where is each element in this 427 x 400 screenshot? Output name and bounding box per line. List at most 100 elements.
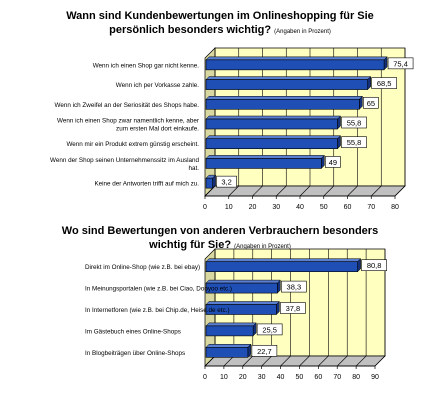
chart1-tick-label: 40 — [296, 204, 304, 211]
chart1-bar — [205, 177, 213, 189]
chart1-category-label: Wenn ich Zweifel an der Seriosität des S… — [55, 102, 200, 109]
chart2-value-label: 37,8 — [286, 304, 301, 313]
chart2-bar-top — [205, 322, 257, 327]
chart1-title: Wann sind Kundenbewertungen im Onlinesho… — [60, 9, 380, 39]
chart2-gridline-floor — [299, 355, 310, 367]
chart1-category-label: Wenn ich einen Shop zwar namentlich kenn… — [57, 118, 199, 125]
chart1-value-label: 55,8 — [347, 138, 362, 147]
chart2-tick-label: 80 — [352, 374, 360, 381]
chart1-category-label: zum ersten Mal dort einkaufe. — [116, 126, 199, 133]
chart2-bar-top — [205, 258, 362, 262]
chart1-value-label-box — [371, 77, 397, 89]
chart1-tick-label: 80 — [391, 204, 399, 211]
chart2-value-label-box — [361, 259, 387, 272]
chart1-category-label: Wenn ich per Vorkasse zahle. — [116, 82, 199, 89]
chart2-bar — [205, 304, 277, 315]
chart1-value-label: 68,5 — [377, 79, 392, 88]
chart2-title-note: (Angaben in Prozent) — [234, 244, 291, 250]
chart2-gridline-floor — [337, 355, 348, 367]
chart2-gridline-floor — [374, 355, 386, 367]
chart2-bar — [205, 325, 254, 337]
chart2-tick-label: 60 — [314, 374, 322, 381]
chart1-value-label-box — [363, 96, 379, 109]
chart2-gridline-floor — [280, 355, 291, 367]
chart1-gridline-floor — [252, 185, 263, 197]
chart2-value-label: 80,8 — [367, 261, 382, 270]
chart1-gridline-floor — [394, 185, 406, 197]
chart2-title: Wo sind Bewertungen von anderen Verbrauc… — [60, 224, 380, 254]
chart2-gridline-floor — [318, 355, 329, 367]
chart2-category-label: Direkt im Online-Shop (wie z.B. bei ebay… — [85, 264, 200, 271]
chart2-gridline-floor — [223, 355, 235, 367]
chart1-tick-label: 0 — [203, 204, 207, 211]
chart2-category-label: In Internetforen (wie z.B. bei Chip.de, … — [85, 307, 230, 314]
chart2-category-label: In Blogbeiträgen über Online-Shops — [85, 350, 185, 357]
chart1-bar — [205, 158, 322, 169]
chart2-gridline-floor — [204, 355, 216, 367]
chart1-bar — [205, 98, 360, 110]
chart2-tick-label: 20 — [239, 374, 247, 381]
chart1-gridline-floor — [276, 185, 287, 197]
chart2-gridline-floor — [242, 355, 253, 367]
chart1-category-label: Keine der Antworten trifft auf mich zu. — [94, 181, 199, 188]
chart2-bar-top — [205, 279, 281, 284]
chart1-gridline-floor — [347, 185, 358, 197]
chart1-bar — [205, 118, 338, 130]
chart2-tick-label: 70 — [333, 374, 341, 381]
chart1-title-text: Wann sind Kundenbewertungen im Onlinesho… — [66, 10, 374, 36]
chart1-tick-label: 50 — [320, 204, 328, 211]
chart1-gridline-floor — [299, 185, 311, 197]
chart1-category-label: Wenn der Shop seinen Unternehmenssitz im… — [50, 157, 199, 164]
chart2-bar — [205, 282, 278, 294]
chart1-tick-label: 10 — [225, 204, 233, 211]
chart1-value-label: 75,4 — [393, 59, 408, 68]
chart2-bar — [205, 261, 358, 273]
chart2-tick-label: 0 — [203, 374, 207, 381]
chart2-value-label-box — [256, 323, 283, 336]
chart1-value-label-box — [341, 116, 367, 129]
chart1-category-label: Wenn ich einen Shop gar nicht kenne. — [93, 62, 200, 69]
chart2-tick-label: 90 — [371, 374, 379, 381]
chart1-title-note: (Angaben in Prozent) — [274, 29, 331, 35]
chart1-value-label: 49 — [329, 158, 337, 167]
chart1-tick-label: 20 — [249, 204, 257, 211]
chart2-value-label-box — [280, 302, 306, 314]
chart2-value-label-box — [251, 344, 278, 357]
chart1-gridline-floor — [228, 185, 239, 197]
chart1-bar — [205, 59, 385, 71]
chart1-value-label-box — [216, 175, 237, 188]
chart2-bar-top — [205, 344, 252, 348]
chart1-value-label-box — [387, 57, 414, 70]
chart1-value-label: 3,2 — [221, 178, 231, 187]
chart1-tick-label: 70 — [367, 204, 375, 211]
chart1-category-label: hat. — [188, 165, 199, 172]
chart2-bar — [205, 346, 249, 358]
chart1-tick-label: 30 — [272, 204, 280, 211]
chart1-value-label: 65 — [367, 99, 375, 108]
chart2-category-label: Im Gästebuch eines Online-Shops — [85, 328, 181, 335]
chart2-bar-top — [205, 301, 281, 305]
chart2-value-label: 25,5 — [262, 325, 277, 334]
chart2-title-text: Wo sind Bewertungen von anderen Verbrauc… — [61, 225, 379, 251]
chart2-tick-label: 50 — [296, 374, 304, 381]
chart1-gridline-floor — [323, 185, 334, 197]
chart2-gridline-floor — [261, 355, 272, 367]
chart2-value-label: 22,7 — [257, 347, 272, 356]
chart1-value-label-box — [341, 136, 367, 149]
chart1-category-label: Wenn mir ein Produkt extrem günstig ersc… — [66, 141, 199, 148]
chart1-bar — [205, 138, 338, 150]
chart1-value-label: 55,8 — [347, 119, 362, 128]
chart1-gridline-floor — [371, 185, 382, 197]
chart2-value-label: 38,3 — [287, 283, 302, 292]
chart1-tick-label: 60 — [344, 204, 352, 211]
chart2-tick-label: 40 — [277, 374, 285, 381]
chart1-bar — [205, 79, 368, 90]
chart2-gridline-floor — [355, 355, 367, 367]
chart2-tick-label: 10 — [220, 374, 228, 381]
chart2-category-label: In Meinungsportalen (wie z.B. bei Ciao, … — [85, 286, 232, 293]
chart1-value-label-box — [325, 156, 341, 168]
chart2-value-label-box — [281, 280, 307, 293]
chart2-tick-label: 30 — [258, 374, 266, 381]
